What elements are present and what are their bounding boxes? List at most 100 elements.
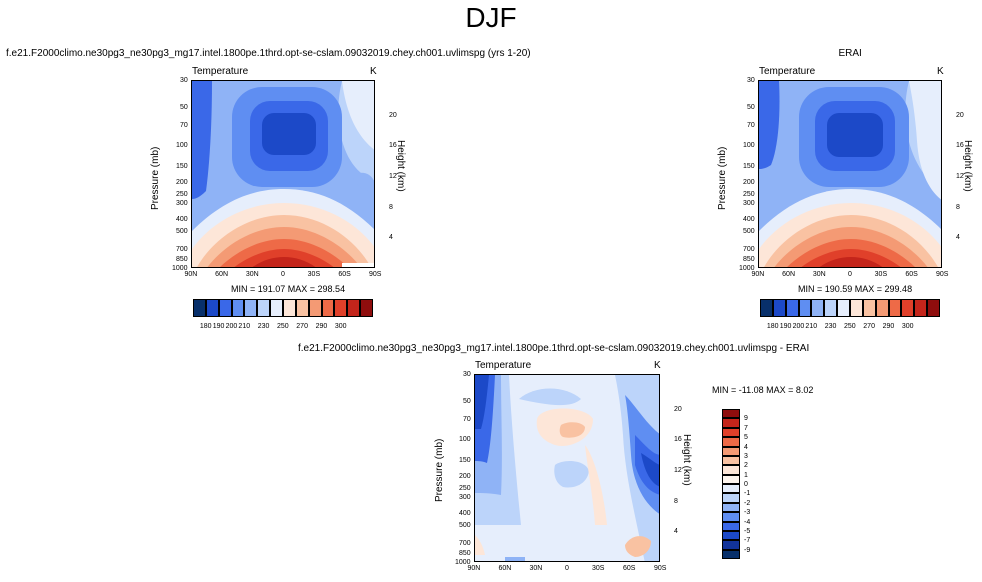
panel-model-colorbar-label: 290 (315, 323, 328, 330)
panel-diff-pressure-tick: 400 (459, 509, 471, 517)
panel-erai-run-title: ERAI (838, 48, 862, 59)
panel-erai-height-tick: 16 (956, 142, 964, 150)
panel-erai-lat-tick: 0 (848, 271, 852, 278)
panel-model-colorbar-swatch (295, 299, 309, 317)
panel-diff-contour-svg (475, 375, 659, 561)
panel-diff-colorbar-swatch (722, 465, 740, 475)
panel-diff-colorbar-swatch (722, 549, 740, 559)
panel-diff-colorbar-label: 9 (744, 415, 748, 423)
panel-model-pressure-tick: 100 (176, 141, 188, 149)
panel-diff-height-tick: 20 (674, 405, 682, 413)
panel-erai-variable-label: Temperature (759, 66, 816, 77)
panel-model-colorbar-swatch (360, 299, 373, 317)
panel-erai-colorbar-swatch (785, 299, 799, 317)
panel-model-lat-tick: 30N (245, 271, 259, 278)
panel-erai-pressure-tick: 70 (747, 122, 755, 130)
panel-diff-pressure-tick: 500 (459, 521, 471, 529)
panel-erai-height-tick: 12 (956, 173, 964, 181)
panel-model-colorbar-label: 230 (257, 323, 270, 330)
panel-diff-colorbar-label: -4 (744, 518, 751, 526)
panel-diff-pressure-tick: 250 (459, 484, 471, 492)
panel-diff-height-tick: 12 (674, 467, 682, 475)
panel-diff-colorbar-swatch (722, 409, 740, 419)
panel-diff-y2label: Height (km) (681, 434, 692, 486)
panel-model-pressure-tick: 700 (176, 245, 188, 253)
panel-diff-colorbar-swatch (722, 418, 740, 428)
panel-model-height-tick: 4 (389, 234, 393, 242)
panel-model-colorbar-swatch (347, 299, 361, 317)
panel-diff-pressure-tick: 300 (459, 494, 471, 502)
panel-erai-height-tick: 8 (956, 203, 960, 211)
panel-diff-lat-tick: 90N (467, 565, 481, 572)
panel-model-contour-svg (192, 81, 374, 267)
panel-erai-height-tick: 20 (956, 111, 964, 119)
panel-model-pressure-tick: 30 (180, 77, 188, 84)
panel-model-pressure-tick: 1000 (172, 265, 188, 272)
panel-model-colorbar-label: 210 (238, 323, 251, 330)
panel-diff-height-tick: 8 (674, 497, 678, 505)
panel-model-pressure-tick: 850 (176, 256, 188, 264)
panel-model-colorbar-label: 200 (225, 323, 238, 330)
panel-erai-colorbar-label: 210 (805, 323, 818, 330)
panel-erai-ylabel: Pressure (mb) (717, 146, 728, 210)
panel-diff-lat-tick: 0 (565, 565, 569, 572)
panel-erai-colorbar-label: 200 (792, 323, 805, 330)
panel-diff-pressure-tick: 1000 (455, 559, 471, 566)
panel-model-lat-tick: 0 (281, 271, 285, 278)
panel-model-height-tick: 8 (389, 203, 393, 211)
panel-diff-colorbar-label: -9 (744, 546, 751, 554)
panel-erai-lat-tick: 90N (751, 271, 765, 278)
panel-diff-ylabel: Pressure (mb) (434, 438, 445, 502)
panel-diff-colorbar-label: 1 (744, 471, 748, 479)
panel-model-pressure-tick: 300 (176, 200, 188, 208)
panel-model-colorbar-label: 250 (277, 323, 289, 330)
panel-erai-pressure-tick: 1000 (739, 265, 755, 272)
panel-diff-colorbar-label: 2 (744, 462, 748, 470)
panel-diff-colorbar-label: -1 (744, 490, 751, 498)
panel-erai-colorbar-swatch (837, 299, 850, 317)
panel-model-pressure-tick: 150 (176, 163, 188, 171)
panel-diff-units-label: K (654, 360, 661, 371)
panel-erai-colorbar-swatch (875, 299, 889, 317)
panel-diff-pressure-tick: 150 (459, 457, 471, 465)
panel-model-colorbar-swatch (205, 299, 219, 317)
panel-model-lat-tick: 60S (338, 271, 351, 278)
panel-model-height-tick: 20 (389, 111, 397, 119)
panel-diff-colorbar-swatch (722, 455, 740, 466)
panel-model-colorbar-swatch (231, 299, 245, 317)
panel-erai-colorbar-label: 190 (779, 323, 792, 330)
panel-diff-colorbar-swatch (722, 437, 740, 447)
panel-erai-colorbar-label: 230 (824, 323, 837, 330)
panel-model-height-tick: 16 (389, 142, 397, 150)
panel-diff-pressure-tick: 200 (459, 472, 471, 480)
panel-erai-colorbar-label: 270 (863, 323, 875, 330)
panel-model-colorbar-swatch (283, 299, 296, 317)
panel-diff-colorbar-swatch (722, 512, 740, 522)
panel-erai-colorbar-swatch (901, 299, 915, 317)
panel-model-colorbar-swatch (244, 299, 258, 317)
panel-diff-colorbar-swatch (722, 474, 740, 484)
panel-erai-contour-plot (758, 80, 942, 268)
panel-model-colorbar-swatch (270, 299, 283, 317)
panel-diff-colorbar-label: -7 (744, 537, 751, 545)
panel-model-colorbar-swatch (257, 299, 271, 317)
panel-erai-colorbar-label: 300 (901, 323, 914, 330)
panel-diff-colorbar-label: -5 (744, 527, 751, 535)
panel-model-colorbar-label: 300 (334, 323, 347, 330)
panel-erai-colorbar-swatch (850, 299, 863, 317)
panel-erai-pressure-tick: 150 (743, 163, 755, 171)
panel-model-colorbar (193, 299, 373, 317)
panel-diff-pressure-tick: 100 (459, 435, 471, 443)
panel-erai-pressure-tick: 500 (743, 227, 755, 235)
panel-model-variable-label: Temperature (192, 66, 249, 77)
panel-erai-lat-tick: 30S (874, 271, 888, 278)
page-title: DJF (465, 2, 517, 33)
panel-diff-minmax: MIN = -11.08 MAX = 8.02 (712, 385, 814, 395)
panel-model-units-label: K (370, 66, 377, 77)
panel-diff-variable-label: Temperature (475, 360, 532, 371)
panel-model-ylabel: Pressure (mb) (150, 146, 161, 210)
panel-erai-pressure-tick: 30 (747, 77, 755, 84)
panel-model-lat-tick: 90N (184, 271, 198, 278)
panel-model-contour-plot (191, 80, 375, 268)
panel-model-minmax: MIN = 191.07 MAX = 298.54 (231, 284, 346, 294)
